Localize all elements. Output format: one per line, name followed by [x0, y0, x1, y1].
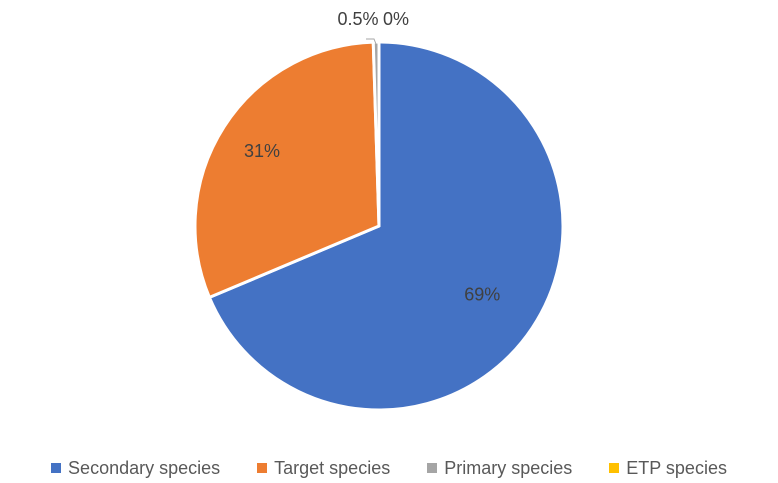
legend-label: Target species — [274, 457, 391, 478]
pie-slice-target-species — [193, 40, 381, 299]
legend-label: Primary species — [444, 457, 573, 478]
pie-slices — [193, 40, 565, 412]
legend-item-secondary-species: Secondary species — [51, 458, 220, 479]
legend-swatch — [51, 463, 62, 473]
legend-swatch — [427, 463, 438, 473]
legend-item-target-species: Target species — [257, 458, 390, 479]
leader-line-primary-species — [366, 38, 377, 45]
data-labels: 69% 31% 0.5% 0% — [244, 9, 500, 305]
data-label: 31% — [244, 141, 280, 161]
data-label: 69% — [464, 285, 500, 305]
legend-label: Secondary species — [68, 457, 221, 478]
data-label: 0% — [383, 9, 409, 29]
pie-slice-secondary-species — [207, 40, 565, 412]
pie-slice-primary-species — [371, 40, 381, 228]
legend-label: ETP species — [626, 457, 727, 478]
leader-lines — [366, 38, 377, 45]
legend-item-primary-species: Primary species — [427, 458, 572, 479]
legend-item-etp-species: ETP species — [609, 458, 727, 479]
legend-swatch — [257, 463, 268, 473]
data-label: 0.5% — [337, 9, 378, 29]
legend-swatch — [609, 463, 620, 473]
legend: Secondary species Target species Primary… — [0, 455, 778, 481]
